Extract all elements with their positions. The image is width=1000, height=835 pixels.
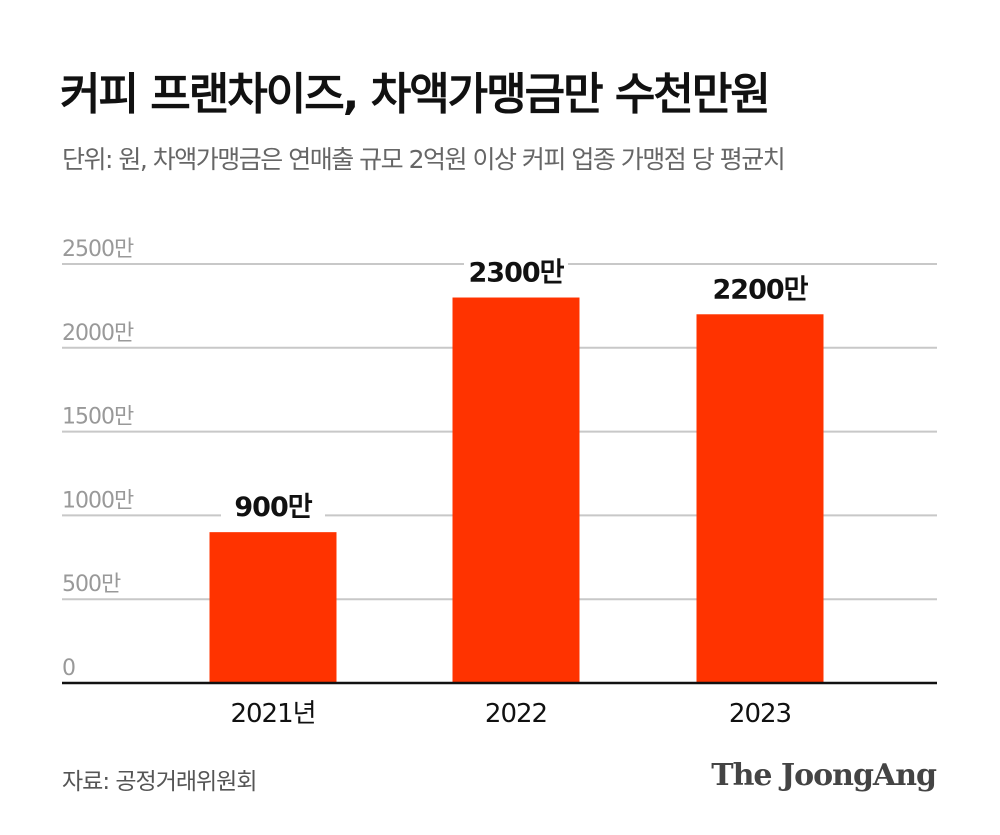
publisher-logo: The JoongAng (711, 758, 937, 793)
source-note: 자료: 공정거래위원회 (62, 769, 258, 795)
x-tick-label: 2021년 (230, 699, 315, 729)
y-tick-label: 2500만 (62, 237, 134, 262)
x-tick-label: 2022 (485, 699, 547, 729)
data-label: 900만 (234, 492, 312, 523)
y-tick-label: 1500만 (62, 405, 134, 430)
bar (209, 532, 337, 683)
y-tick-label: 2000만 (62, 321, 134, 346)
data-label-background (464, 253, 568, 288)
y-tick-label: 0 (62, 656, 75, 681)
chart-subtitle: 단위: 원, 차액가맹금은 연매출 규모 2억원 이상 커피 업종 가맹점 당 … (62, 145, 786, 174)
data-label-background (221, 488, 325, 523)
y-tick-label: 1000만 (62, 488, 134, 513)
x-tick-label: 2023 (729, 699, 791, 729)
bar (696, 314, 824, 683)
data-label: 2200만 (713, 274, 809, 305)
data-label: 2300만 (469, 258, 565, 289)
data-label-background (708, 270, 812, 305)
chart-title: 커피 프랜차이즈, 차액가맹금만 수천만원 (60, 69, 771, 120)
bar (452, 297, 580, 683)
y-tick-label: 500만 (62, 572, 121, 597)
